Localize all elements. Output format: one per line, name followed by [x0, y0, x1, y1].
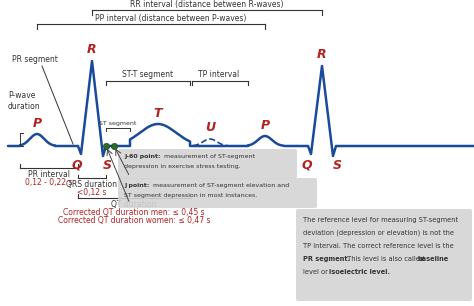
Text: ST-T segment: ST-T segment [122, 70, 173, 79]
Text: <0,12 s: <0,12 s [77, 188, 107, 197]
FancyBboxPatch shape [296, 209, 472, 301]
Text: PR interval: PR interval [28, 170, 70, 179]
Text: PR segment.: PR segment. [303, 256, 350, 262]
Text: S: S [102, 159, 111, 172]
Text: depression in exercise stress testing.: depression in exercise stress testing. [124, 164, 241, 169]
Text: The reference level for measuring ST-segment: The reference level for measuring ST-seg… [303, 217, 458, 223]
Text: TP interval: TP interval [199, 70, 240, 79]
Text: measurement of ST-segment elevation and: measurement of ST-segment elevation and [151, 183, 289, 188]
FancyBboxPatch shape [118, 149, 297, 179]
Text: J point:: J point: [124, 183, 149, 188]
Text: ST segment depression in most instances.: ST segment depression in most instances. [124, 193, 257, 198]
Text: 0,12 - 0,22 s: 0,12 - 0,22 s [25, 178, 73, 187]
Text: ST segment: ST segment [100, 121, 137, 126]
Text: J-60 point:: J-60 point: [124, 154, 161, 159]
Text: TP interval. The correct reference level is the: TP interval. The correct reference level… [303, 243, 454, 249]
Text: P: P [260, 119, 270, 132]
Text: Corrected QT duration men: ≤ 0,45 s: Corrected QT duration men: ≤ 0,45 s [63, 208, 205, 217]
Text: QT duration: QT duration [111, 200, 157, 209]
Text: QRS duration: QRS duration [66, 180, 118, 189]
Text: measurement of ST-segment: measurement of ST-segment [162, 154, 255, 159]
Text: P: P [32, 117, 42, 130]
Text: T: T [154, 107, 162, 120]
Text: R: R [87, 43, 97, 56]
Text: isoelectric level.: isoelectric level. [329, 269, 390, 275]
Text: RR interval (distance between R-waves): RR interval (distance between R-waves) [130, 0, 284, 9]
Text: level or: level or [303, 269, 330, 275]
Text: U: U [205, 121, 215, 134]
Text: P-wave
duration: P-wave duration [8, 91, 41, 111]
Text: deviation (depression or elevation) is not the: deviation (depression or elevation) is n… [303, 230, 454, 237]
Text: S: S [332, 159, 341, 172]
Text: Q: Q [301, 158, 312, 171]
FancyBboxPatch shape [118, 178, 317, 208]
Text: PP interval (distance between P-waves): PP interval (distance between P-waves) [95, 14, 246, 23]
Text: PR segment: PR segment [12, 55, 58, 64]
Text: R: R [317, 48, 327, 61]
Text: This level is also called: This level is also called [345, 256, 426, 262]
Text: baseline: baseline [418, 256, 449, 262]
Text: Q: Q [72, 158, 82, 171]
Text: Corrected QT duration women: ≤ 0,47 s: Corrected QT duration women: ≤ 0,47 s [58, 216, 210, 225]
